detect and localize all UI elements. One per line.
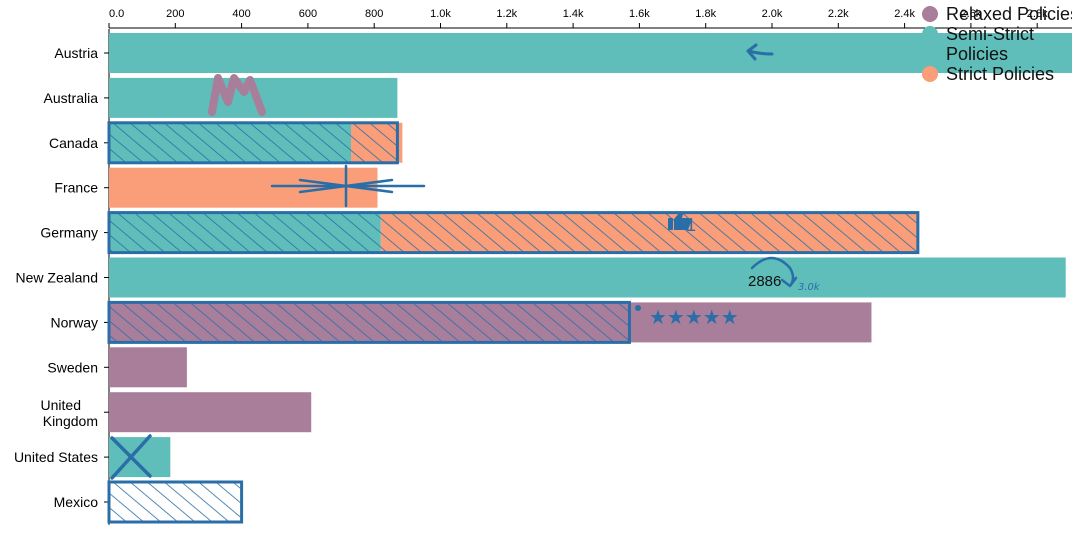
x-tick-label: 1.6k (629, 8, 650, 20)
category-label: Mexico (54, 494, 99, 510)
x-tick-label: 2.6k (961, 8, 982, 20)
category-label: New Zealand (16, 270, 99, 286)
bar-austria[interactable] (109, 33, 1072, 73)
thumbs-up-icon (668, 211, 692, 230)
category-label: Austria (54, 45, 98, 61)
hatch-scribble-annotation (107, 121, 399, 165)
legend-swatch (922, 26, 938, 42)
category-label: Kingdom (43, 413, 98, 429)
x-tick-label: 2.2k (828, 8, 849, 20)
x-tick-label: 2.8k (1027, 8, 1048, 20)
legend-item-semi-strict[interactable]: Semi-Strict Policies (922, 24, 1072, 64)
thumbs-up-count: 1 (686, 215, 696, 235)
legend-label: Strict Policies (946, 64, 1055, 84)
x-tick-label: 2.0k (762, 8, 783, 20)
category-label: Sweden (47, 359, 98, 375)
x-tick-label: 1.4k (563, 8, 584, 20)
hatch-scribble-annotation (107, 480, 244, 524)
x-mark-annotation (110, 434, 152, 480)
bar-united-kingdom[interactable] (109, 392, 312, 433)
handwritten-value-label: 3.0k (798, 282, 821, 293)
category-labels: Austria Australia Canada France Germany New Z… (14, 45, 98, 510)
value-label-new-zealand: 2886 (748, 273, 781, 290)
curved-arrow-annotation (750, 256, 798, 288)
bars (107, 33, 1072, 524)
x-tick-label: 400 (232, 8, 250, 20)
bar-new-zealand[interactable] (109, 257, 1066, 298)
category-label: France (54, 180, 98, 196)
x-tick-label: 1.8k (695, 8, 716, 20)
value-labels: 2886 3.0k 1 ★★★★★ (649, 215, 821, 329)
arrow-annotation (746, 43, 774, 61)
x-tick-label: 1.2k (496, 8, 517, 20)
legend-item-strict[interactable]: Strict Policies (922, 64, 1072, 84)
bar-sweden[interactable] (109, 347, 187, 388)
hatch-scribble-annotation (107, 300, 631, 344)
category-label: United States (14, 449, 98, 465)
x-tick-label: 1.0k (430, 8, 451, 20)
x-tick-label: 0.0 (109, 8, 124, 20)
hatch-scribble-annotation (107, 211, 920, 255)
x-tick-label: 800 (365, 8, 383, 20)
dot-annotation (635, 305, 641, 311)
x-tick-label: 600 (299, 8, 317, 20)
category-label: Norway (51, 314, 98, 330)
m-scribble (208, 74, 266, 116)
legend-item-relaxed[interactable]: Relaxed Policies (922, 4, 1072, 24)
legend-label: Relaxed Policies (946, 4, 1072, 24)
legend-label: Semi-Strict Policies (946, 24, 1035, 64)
category-label: Canada (49, 135, 98, 151)
legend-swatch (922, 6, 938, 22)
plus-annotation (270, 164, 426, 208)
legend-swatch (922, 66, 938, 82)
star-rating: ★★★★★ (649, 305, 739, 329)
category-label: Australia (44, 90, 99, 106)
category-label: Germany (40, 225, 98, 241)
annotation-scribbles (110, 43, 798, 480)
x-tick-label: 2.4k (894, 8, 915, 20)
x-tick-label: 200 (166, 8, 184, 20)
legend: Relaxed Policies Semi-Strict Policies St… (922, 4, 1072, 84)
category-label: United (41, 397, 81, 413)
